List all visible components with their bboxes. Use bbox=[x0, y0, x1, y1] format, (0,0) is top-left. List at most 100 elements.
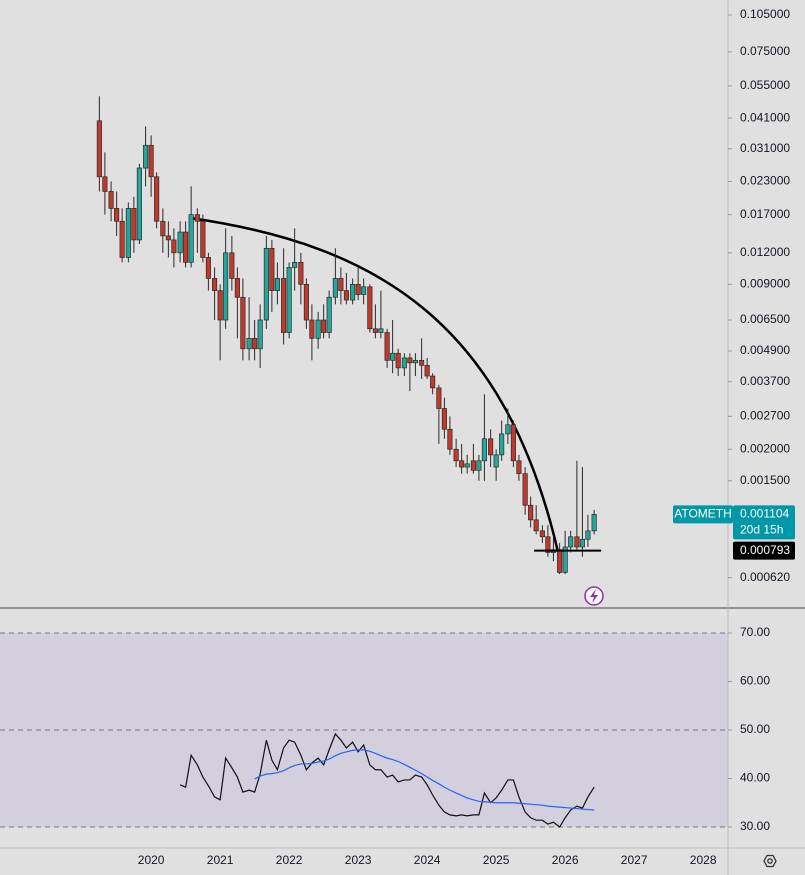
y-tick-label: 0.031000 bbox=[740, 141, 790, 155]
candle-body bbox=[274, 278, 280, 291]
candle-body bbox=[545, 536, 551, 553]
candle-body bbox=[223, 252, 229, 321]
settings-gear[interactable] bbox=[763, 854, 777, 868]
candle-body bbox=[321, 319, 327, 333]
x-tick-label: 2021 bbox=[207, 853, 234, 867]
candle-body bbox=[229, 252, 235, 279]
y-tick-label: 0.075000 bbox=[740, 44, 790, 58]
candle-body bbox=[108, 191, 114, 209]
candle-body bbox=[395, 352, 401, 369]
candle-body bbox=[131, 207, 137, 241]
symbol-tag bbox=[673, 505, 733, 524]
candle-body bbox=[436, 387, 442, 409]
alert-icon[interactable] bbox=[584, 586, 604, 606]
candle-body bbox=[165, 235, 171, 241]
candle-body bbox=[315, 319, 321, 339]
hline-price-label: 0.000793 bbox=[740, 543, 790, 557]
last-price-tag bbox=[733, 505, 795, 540]
x-tick-label: 2027 bbox=[621, 853, 648, 867]
candle-body bbox=[585, 530, 591, 540]
candle-body bbox=[125, 207, 131, 258]
y-tick-label: 0.009000 bbox=[740, 277, 790, 291]
y-tick-label: 0.004900 bbox=[740, 343, 790, 357]
candle-body bbox=[355, 283, 361, 295]
y-tick-label: 0.017000 bbox=[740, 207, 790, 221]
candle-body bbox=[343, 290, 349, 301]
x-tick-label: 2025 bbox=[483, 853, 510, 867]
candle-body bbox=[424, 364, 430, 377]
y-tick-label: 0.023000 bbox=[740, 174, 790, 188]
candle-body bbox=[188, 214, 194, 263]
countdown-label: 20d 15h bbox=[740, 523, 783, 537]
candle-body bbox=[390, 352, 396, 361]
candle-body bbox=[246, 337, 252, 350]
candle-body bbox=[154, 176, 160, 222]
x-tick-label: 2028 bbox=[690, 853, 717, 867]
rsi-line bbox=[254, 749, 595, 811]
candle-body bbox=[205, 257, 211, 279]
candle-body bbox=[419, 359, 425, 366]
candle-body bbox=[212, 278, 218, 291]
candle-body bbox=[177, 231, 183, 254]
candle-body bbox=[539, 530, 545, 538]
x-tick-label: 2023 bbox=[345, 853, 372, 867]
candle-body bbox=[200, 220, 206, 258]
y-tick-label: 60.00 bbox=[740, 674, 770, 688]
candle-body bbox=[96, 120, 102, 178]
candle-body bbox=[568, 536, 574, 548]
candle-body bbox=[326, 296, 332, 333]
candle-body bbox=[119, 220, 125, 258]
candle-body bbox=[447, 428, 453, 450]
candle-body bbox=[143, 144, 149, 169]
candle-body bbox=[252, 337, 258, 350]
candle-body bbox=[441, 408, 447, 430]
candle-body bbox=[292, 261, 298, 268]
x-tick-label: 2026 bbox=[552, 853, 579, 867]
candle-body bbox=[183, 231, 189, 263]
candle-body bbox=[350, 283, 356, 301]
candle-body bbox=[488, 438, 494, 456]
candle-body bbox=[464, 463, 470, 468]
y-tick-label: 0.002700 bbox=[740, 409, 790, 423]
y-tick-label: 30.00 bbox=[740, 819, 770, 833]
candle-body bbox=[303, 283, 309, 321]
candle-body bbox=[574, 536, 580, 548]
x-tick-label: 2024 bbox=[414, 853, 441, 867]
y-tick-label: 0.041000 bbox=[740, 110, 790, 124]
candle-body bbox=[528, 504, 534, 521]
candle-body bbox=[332, 278, 338, 298]
candle-body bbox=[533, 519, 539, 532]
candle-body bbox=[412, 359, 418, 364]
hline-price-tag bbox=[733, 541, 795, 560]
candle-body bbox=[194, 214, 200, 222]
candle-body bbox=[372, 328, 378, 333]
candle-body bbox=[160, 220, 166, 237]
rsi-line bbox=[179, 732, 595, 828]
candle-body bbox=[102, 176, 108, 192]
candle-body bbox=[269, 247, 275, 291]
candle-body bbox=[240, 296, 246, 350]
candle-body bbox=[516, 460, 522, 475]
candle-body bbox=[136, 167, 142, 241]
y-tick-label: 0.055000 bbox=[740, 78, 790, 92]
candle-body bbox=[481, 438, 487, 462]
candle-body bbox=[378, 328, 384, 333]
candle-body bbox=[510, 424, 516, 462]
candle-body bbox=[298, 261, 304, 285]
y-tick-label: 40.00 bbox=[740, 771, 770, 785]
candle-body bbox=[430, 375, 436, 389]
y-tick-label: 0.003700 bbox=[740, 374, 790, 388]
candle-body bbox=[522, 473, 528, 506]
candle-body bbox=[361, 286, 367, 295]
candle-body bbox=[591, 514, 597, 532]
candle-body bbox=[459, 460, 465, 468]
last-price-label: 0.001104 bbox=[740, 507, 789, 521]
candle-body bbox=[476, 460, 482, 471]
candle-body bbox=[557, 549, 563, 573]
candle-body bbox=[562, 546, 568, 573]
candle-body bbox=[234, 278, 240, 298]
x-tick-label: 2020 bbox=[138, 853, 165, 867]
candle-body bbox=[470, 460, 476, 471]
candle-body bbox=[407, 357, 413, 364]
